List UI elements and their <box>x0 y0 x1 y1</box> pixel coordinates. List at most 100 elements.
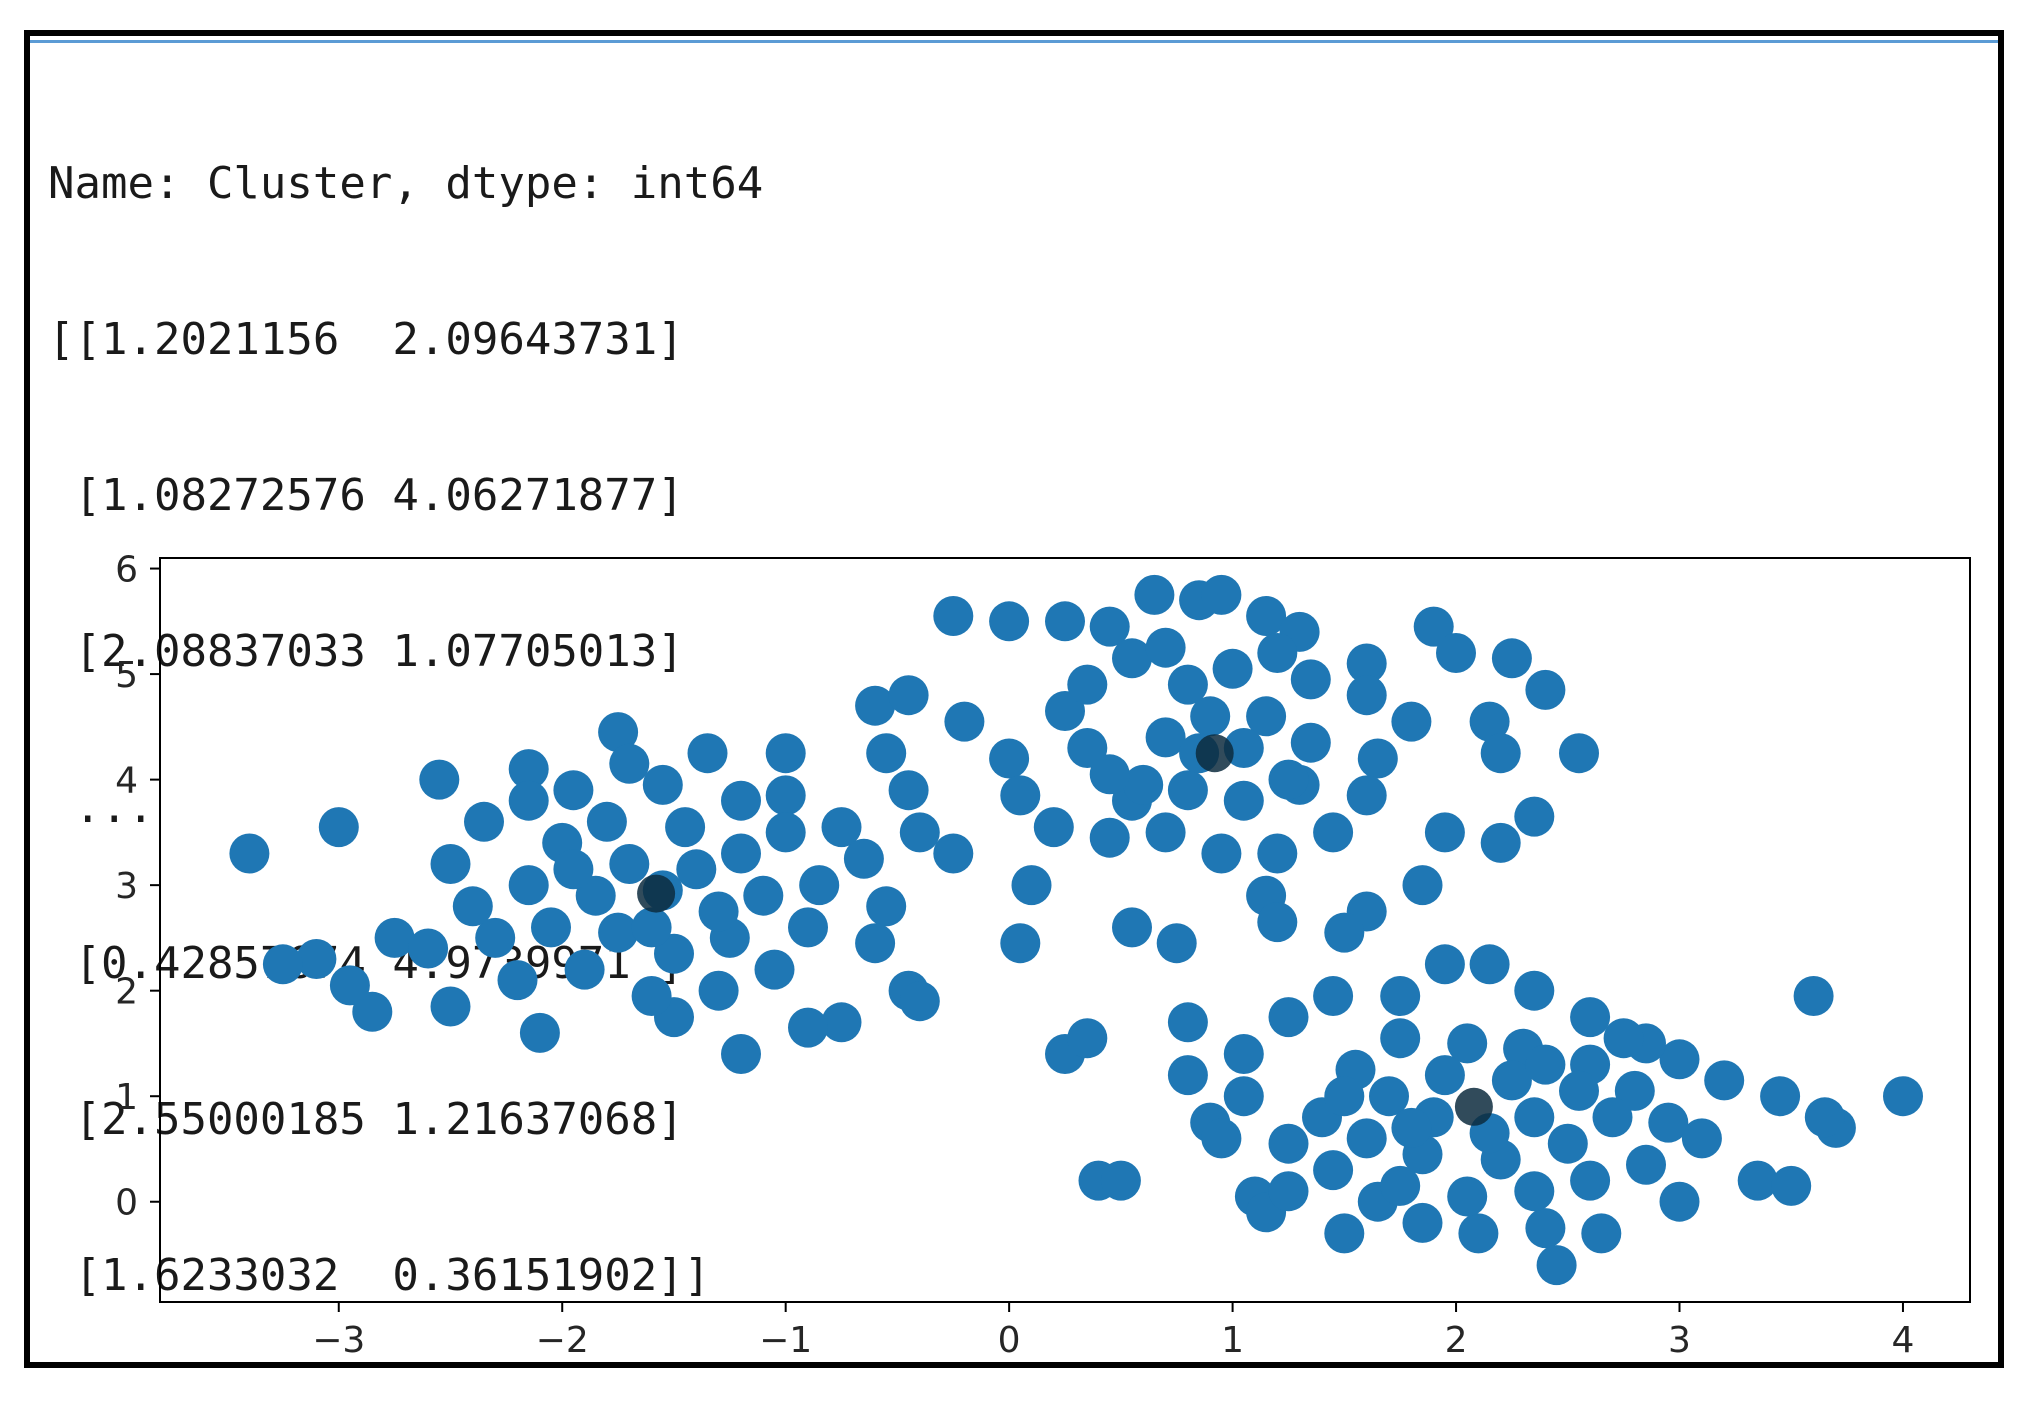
y-tick-label: 1 <box>115 1077 138 1118</box>
data-point <box>586 801 627 842</box>
data-point <box>1447 1176 1488 1217</box>
data-point <box>1424 1055 1465 1096</box>
data-point <box>1760 1076 1801 1117</box>
y-tick-label: 3 <box>115 866 138 907</box>
data-point <box>888 770 929 811</box>
data-point <box>788 1007 828 1048</box>
data-point <box>821 807 862 848</box>
data-point <box>1145 812 1186 853</box>
data-point <box>631 976 672 1016</box>
y-tick-label: 5 <box>115 655 138 696</box>
centroid-point <box>637 874 676 913</box>
data-point <box>1402 865 1443 906</box>
data-point <box>721 833 761 874</box>
data-point <box>1045 601 1085 642</box>
data-point <box>676 849 717 890</box>
data-point <box>1659 1039 1700 1080</box>
data-point <box>1570 997 1611 1038</box>
data-point <box>1324 1213 1365 1254</box>
data-point <box>352 991 393 1032</box>
data-point <box>229 833 270 874</box>
data-point <box>1246 696 1287 737</box>
data-point <box>642 764 683 805</box>
data-point <box>1268 759 1309 800</box>
data-point <box>508 780 549 821</box>
data-point <box>598 912 639 953</box>
data-point <box>1514 1097 1555 1138</box>
data-point <box>1424 812 1465 853</box>
data-point <box>1626 1144 1666 1185</box>
console-line: [1.08272576 4.06271877] <box>48 470 684 521</box>
data-point <box>944 701 985 742</box>
data-point <box>1346 775 1387 816</box>
data-point <box>721 1034 761 1074</box>
data-point <box>1011 865 1052 906</box>
data-point <box>430 844 471 884</box>
data-point <box>553 849 594 890</box>
data-point <box>1201 833 1242 874</box>
data-point <box>654 933 694 974</box>
centroid-point <box>1454 1087 1493 1126</box>
data-point <box>464 801 504 842</box>
data-point <box>1212 648 1253 689</box>
data-point <box>1793 976 1834 1016</box>
y-tick-label: 2 <box>115 972 138 1013</box>
data-point <box>1804 1097 1845 1138</box>
console-line: [2.55000185 1.21637068] <box>48 1094 684 1145</box>
data-point <box>508 749 549 790</box>
panel-top-border <box>30 40 1998 43</box>
data-point <box>1000 775 1041 816</box>
data-point <box>1313 812 1354 853</box>
data-point <box>1413 606 1454 647</box>
data-point <box>1257 902 1298 943</box>
data-point <box>1480 733 1521 774</box>
data-point <box>899 812 940 853</box>
data-point <box>609 743 650 784</box>
data-point <box>1491 1060 1532 1101</box>
data-point <box>1525 1208 1566 1249</box>
data-point <box>1100 1160 1141 1201</box>
data-point <box>1089 606 1130 647</box>
data-point <box>452 886 493 927</box>
data-point <box>1167 1055 1208 1096</box>
data-point <box>1436 633 1476 673</box>
x-tick-label: 3 <box>1668 1320 1691 1361</box>
console-line: [2.08837033 1.07705013] <box>48 626 684 677</box>
data-point <box>1570 1160 1611 1201</box>
scatter-chart: −3 −2 −1 0 1 2 3 4 0 1 2 3 4 5 6 <box>115 550 1971 1361</box>
data-point <box>1424 944 1465 985</box>
data-point <box>1525 1044 1566 1085</box>
data-point <box>1067 728 1108 768</box>
data-point <box>1402 1202 1443 1243</box>
data-point <box>1380 1018 1421 1059</box>
data-point <box>553 770 594 811</box>
data-point <box>1380 976 1421 1016</box>
data-point <box>1480 822 1521 863</box>
x-tick-label: −2 <box>536 1320 589 1361</box>
data-point <box>1190 696 1231 737</box>
data-point <box>1167 664 1208 705</box>
console-line: [[1.2021156 2.09643731] <box>48 314 684 365</box>
data-point <box>743 875 784 916</box>
data-point <box>1391 701 1432 742</box>
console-line: ... <box>48 782 154 833</box>
data-point <box>318 807 359 848</box>
data-point <box>1514 970 1555 1011</box>
x-tick-label: −3 <box>312 1320 365 1361</box>
data-point <box>855 685 896 726</box>
data-point <box>1614 1070 1655 1111</box>
data-point <box>721 780 761 821</box>
data-point <box>989 601 1030 642</box>
data-point <box>1112 638 1152 679</box>
data-point <box>1491 638 1532 679</box>
data-point <box>1257 633 1298 673</box>
data-point <box>1737 1160 1778 1201</box>
data-point <box>888 675 929 716</box>
data-point <box>1771 1165 1812 1206</box>
data-point <box>1167 770 1208 811</box>
data-point <box>1514 796 1555 837</box>
data-point <box>1290 722 1331 763</box>
data-point <box>1592 1097 1633 1138</box>
data-point <box>1659 1181 1700 1222</box>
data-point <box>1458 1213 1499 1254</box>
